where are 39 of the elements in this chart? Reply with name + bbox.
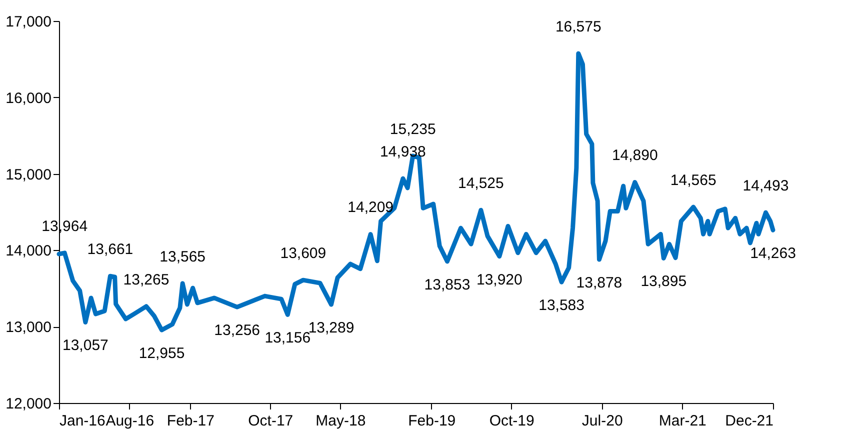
annotation: 12,955	[138, 345, 185, 362]
annotation: 13,057	[62, 337, 108, 354]
annotation: 13,565	[160, 248, 206, 266]
annotation: 13,156	[264, 330, 311, 347]
annotation: 13,878	[576, 274, 622, 292]
annotation: 14,209	[348, 199, 394, 216]
x-tick-label: Aug-16	[106, 412, 154, 429]
x-tick-label: Oct-17	[248, 412, 294, 429]
annotation: 13,609	[280, 245, 326, 262]
y-tick-label: 13,000	[6, 319, 52, 336]
annotation: 15,235	[390, 120, 436, 138]
annotation: 13,853	[424, 276, 470, 294]
y-tick-label: 17,000	[6, 14, 52, 30]
annotation: 13,895	[640, 273, 687, 290]
annotation: 14,493	[742, 178, 789, 195]
x-tick-label: May-18	[316, 412, 366, 429]
x-tick-label: Jul-20	[582, 412, 623, 429]
annotation: 13,920	[476, 271, 522, 288]
x-tick-label: Feb-19	[408, 412, 456, 429]
x-tick-label: Mar-21	[658, 412, 706, 429]
annotation: 13,289	[308, 320, 354, 337]
annotation: 13,583	[538, 297, 584, 314]
annotation: 14,938	[380, 144, 426, 161]
annotation: 13,265	[123, 271, 170, 288]
y-tick-label: 14,000	[6, 242, 52, 260]
annotation: 13,661	[87, 241, 134, 258]
annotation: 14,565	[670, 172, 716, 190]
x-tick-label: Dec-21	[725, 412, 774, 429]
annotation: 14,890	[612, 147, 658, 164]
annotation: 13,256	[214, 322, 260, 340]
y-tick-label: 16,000	[6, 90, 52, 107]
x-tick-label: Feb-17	[166, 412, 214, 429]
x-tick-label: Oct-19	[489, 412, 534, 429]
annotation: 14,263	[750, 245, 796, 262]
y-tick-label: 15,000	[6, 166, 52, 184]
annotation: 14,525	[458, 175, 504, 192]
x-tick-label: Jan-16	[60, 412, 106, 429]
y-tick-label: 12,000	[6, 396, 52, 412]
annotation: 16,575	[555, 18, 602, 36]
